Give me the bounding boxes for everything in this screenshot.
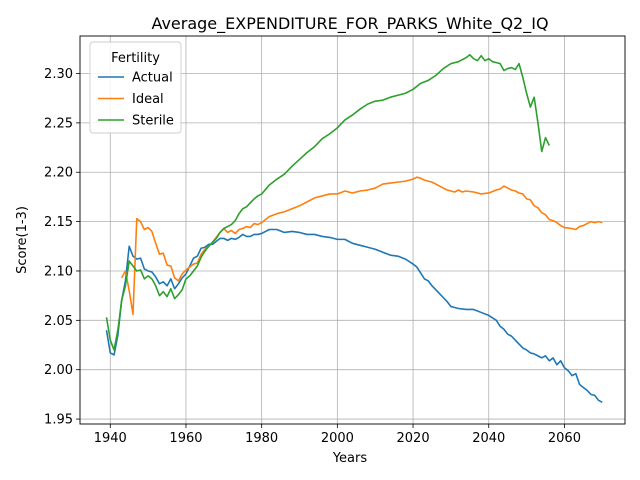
y-tick-label: 2.10	[44, 264, 73, 279]
series-line-actual	[105, 228, 603, 403]
legend-box	[89, 41, 182, 134]
legend-entries: Actual Ideal Sterile	[98, 71, 174, 129]
x-tick-label: 2020	[397, 431, 430, 446]
x-tick-label: 1960	[169, 431, 202, 446]
y-tick-label: 2.25	[44, 116, 73, 131]
x-tick-label: 2000	[321, 431, 354, 446]
plot-frame	[79, 35, 626, 425]
y-axis-label: Score(1-3)	[15, 206, 30, 274]
y-tick-label: 2.05	[44, 314, 73, 329]
y-tick-label: 2.20	[44, 166, 73, 181]
grid	[80, 36, 625, 424]
series-line-sterile	[105, 53, 551, 351]
y-tick-label: 2.00	[44, 363, 73, 378]
series-layer	[105, 53, 603, 403]
x-tick-label: 2060	[548, 431, 581, 446]
legend-label-ideal: Ideal	[132, 92, 164, 107]
chart-title: Average_EXPENDITURE_FOR_PARKS_White_Q2_I…	[151, 14, 548, 34]
x-tick-label: 1940	[94, 431, 127, 446]
y-axis: 1.95 2.00 2.05 2.10 2.15 2.20 2.25 2.30	[44, 67, 80, 428]
y-tick-label: 1.95	[44, 413, 73, 428]
x-axis: 1940 1960 1980 2000 2020 2040 2060	[94, 424, 581, 446]
x-tick-label: 1980	[245, 431, 278, 446]
legend-label-sterile: Sterile	[132, 114, 174, 129]
y-tick-label: 2.15	[44, 215, 73, 230]
legend: Fertility Actual Ideal Sterile	[89, 41, 182, 134]
legend-title: Fertility	[111, 51, 160, 66]
series-line-ideal	[120, 176, 603, 316]
x-tick-label: 2040	[472, 431, 505, 446]
legend-label-actual: Actual	[132, 71, 173, 86]
y-tick-label: 2.30	[44, 67, 73, 82]
x-axis-label: Years	[332, 451, 368, 466]
